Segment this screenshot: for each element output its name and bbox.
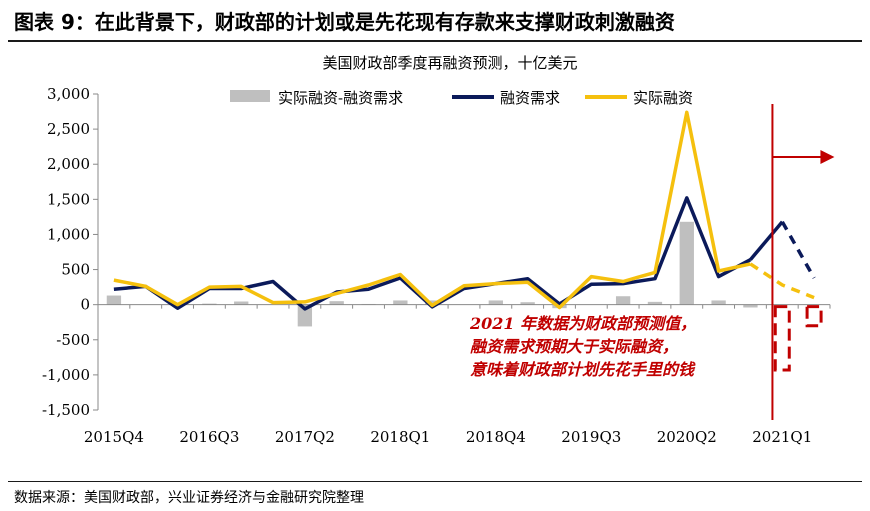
bar-gap-9 [393, 300, 408, 305]
chart-area: 2021 年数据为财政部预测值， 融资需求预期大于实际融资， 意味着财政部计划先花手… [0, 44, 870, 480]
source-note: 数据来源：美国财政部，兴业证券经济与金融研究院整理 [14, 490, 364, 506]
y-tick-label: 2,500 [47, 120, 90, 138]
y-tick-label: -1,000 [42, 366, 90, 384]
bar-gap-13 [520, 302, 535, 305]
bar-gap-3 [202, 303, 217, 305]
y-tick-label: 1,000 [47, 225, 90, 243]
x-tick-label: 2020Q2 [657, 428, 717, 446]
x-tick-label: 2016Q3 [179, 428, 239, 446]
x-tick-label: 2021Q1 [752, 428, 812, 446]
y-tick-label: 1,500 [47, 190, 90, 208]
legend-label: 融资需求 [500, 89, 560, 107]
x-tick-label: 2017Q2 [275, 428, 335, 446]
forecast-gap-bar-1 [805, 305, 823, 328]
y-tick-label: 500 [61, 261, 90, 279]
forecast-annotation-line: 2021 年数据为财政部预测值， [469, 314, 696, 333]
x-tick-label: 2018Q4 [466, 428, 526, 446]
legend-swatch-bar [230, 90, 270, 102]
legend-label: 实际融资 [633, 89, 693, 107]
bar-gap-16 [615, 296, 631, 305]
y-tick-label: 2,000 [47, 155, 90, 173]
x-tick-label: 2015Q4 [84, 428, 144, 446]
bar-gap-0 [106, 295, 122, 305]
bar-gap-4 [234, 301, 249, 305]
bar-gap-18 [679, 221, 694, 305]
forecast-annotation-line: 意味着财政部计划先花手里的钱 [470, 360, 696, 379]
forecast-arrow-head [820, 150, 835, 164]
line-1-solid [113, 110, 751, 310]
source-divider [8, 481, 862, 482]
line-0-solid [113, 196, 752, 311]
figure-title: 图表 9：在此背景下，财政部的计划或是先花现有存款来支撑财政刺激融资 [14, 10, 675, 34]
bar-gap-7 [329, 301, 344, 305]
figure-title-bar: 图表 9：在此背景下，财政部的计划或是先花现有存款来支撑财政刺激融资 [0, 0, 870, 42]
x-tick-label: 2019Q3 [561, 428, 621, 446]
forecast-annotation-line: 融资需求预期大于实际融资， [470, 337, 678, 356]
bar-gap-12 [488, 300, 503, 305]
y-tick-label: -500 [56, 331, 90, 349]
forecast-gap-bar-0 [773, 305, 791, 372]
y-tick-label: 0 [80, 296, 90, 314]
bar-gap-10 [425, 300, 440, 305]
y-tick-label: 3,000 [47, 85, 90, 103]
bar-gap-6 [297, 304, 313, 327]
y-tick-label: -1,500 [42, 401, 90, 419]
chart-subtitle: 美国财政部季度再融资预测，十亿美元 [322, 54, 577, 72]
bar-gap-19 [711, 300, 726, 305]
demand-line-extension [749, 220, 784, 261]
x-tick-label: 2018Q1 [370, 428, 430, 446]
demand-line-forecast [780, 220, 816, 279]
title-divider [8, 40, 862, 42]
actual-line-forecast [749, 262, 815, 300]
legend-label: 实际融资-融资需求 [278, 89, 403, 107]
bar-gap-20 [743, 304, 758, 308]
bar-gap-17 [647, 301, 663, 305]
refinancing-chart: 2021 年数据为财政部预测值， 融资需求预期大于实际融资， 意味着财政部计划先花手… [42, 54, 835, 446]
